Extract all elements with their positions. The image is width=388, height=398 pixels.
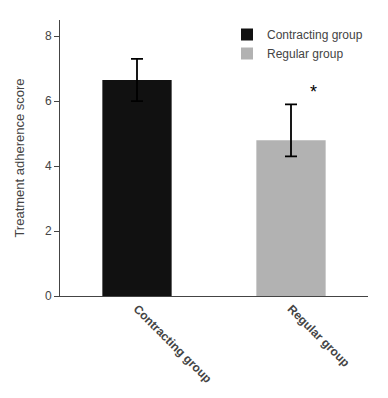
svg-text:Contracting group: Contracting group: [267, 28, 363, 42]
svg-text:2: 2: [45, 224, 52, 238]
svg-text:Treatment adherence score: Treatment adherence score: [12, 78, 27, 237]
svg-text:Regular group: Regular group: [285, 302, 353, 370]
svg-text:Regular group: Regular group: [267, 47, 343, 61]
svg-text:8: 8: [45, 29, 52, 43]
svg-text:4: 4: [45, 159, 52, 173]
svg-text:Contracting group: Contracting group: [131, 302, 215, 386]
svg-text:*: *: [310, 82, 317, 102]
svg-text:0: 0: [45, 289, 52, 303]
svg-text:6: 6: [45, 94, 52, 108]
